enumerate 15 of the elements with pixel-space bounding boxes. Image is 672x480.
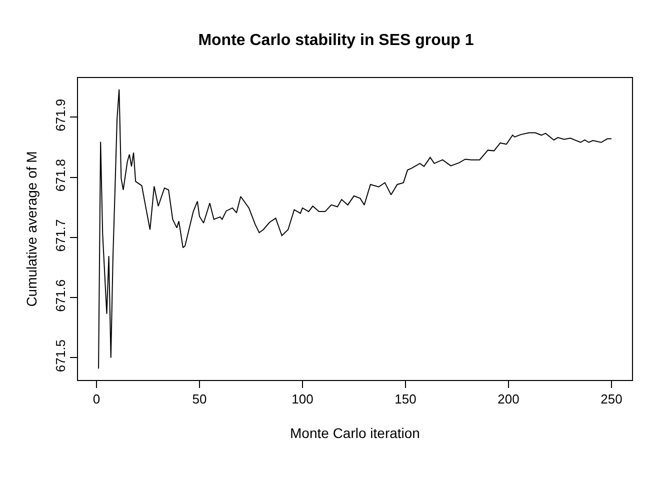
x-tick-label: 0	[92, 392, 100, 407]
chart-title: Monte Carlo stability in SES group 1	[198, 32, 474, 49]
y-tick-label: 671.7	[52, 219, 68, 252]
x-tick-label: 50	[192, 392, 207, 407]
line-series	[98, 88, 612, 370]
y-tick-label: 671.5	[52, 340, 68, 372]
y-tick-label: 671.9	[52, 98, 68, 132]
y-axis-title: Cumulative average of M	[23, 151, 40, 307]
x-axis-title: Monte Carlo iteration	[290, 424, 420, 441]
x-tick-label: 100	[292, 392, 314, 407]
y-tick-label: 671.8	[52, 159, 68, 192]
y-tick-label: 671.6	[52, 279, 68, 312]
x-tick-label: 150	[394, 392, 416, 407]
x-tick-label: 250	[600, 392, 622, 407]
x-tick-label: 200	[498, 392, 520, 407]
